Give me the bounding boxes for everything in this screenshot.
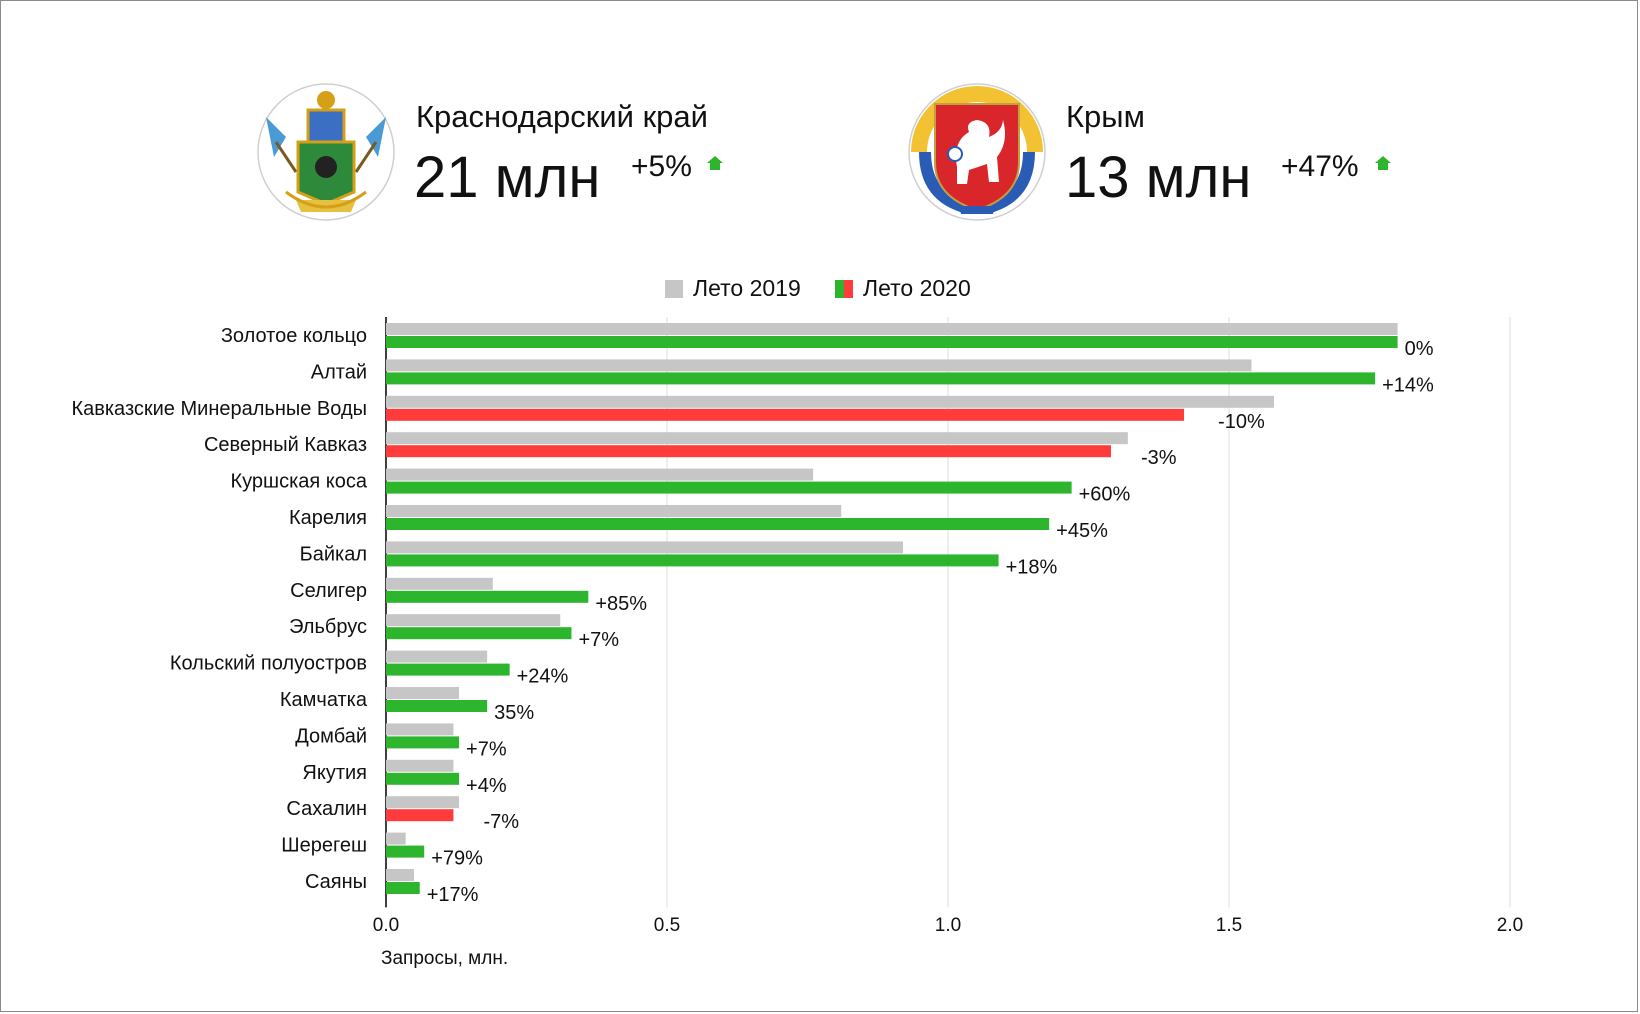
category-label: Северный Кавказ <box>204 434 367 456</box>
up-arrow-icon <box>1375 156 1391 170</box>
legend-swatch-2020 <box>835 280 853 298</box>
bar-2019 <box>386 468 814 481</box>
bar-2019 <box>386 432 1128 445</box>
bar-2019 <box>386 832 406 845</box>
category-label: Эльбрус <box>289 616 367 638</box>
bar-2019 <box>386 505 842 517</box>
x-tick-label: 1.5 <box>1216 915 1242 936</box>
bar-2019 <box>386 687 460 699</box>
category-label: Карелия <box>289 507 367 529</box>
bar-2020 <box>386 845 425 858</box>
category-label: Байкал <box>300 543 367 565</box>
change-label: -10% <box>1218 411 1265 433</box>
change-label: -7% <box>483 811 519 833</box>
bar-2020 <box>386 663 510 676</box>
category-label: Саяны <box>305 871 367 893</box>
bar-2019 <box>386 650 488 663</box>
x-axis-title: Запросы, млн. <box>381 948 509 969</box>
category-label: Камчатка <box>280 689 368 711</box>
bar-2019 <box>386 541 904 554</box>
region-change: +5% <box>631 150 692 183</box>
bar-2020 <box>386 882 420 894</box>
crimea-coat-of-arms-icon <box>908 83 1046 221</box>
category-label: Кавказские Минеральные Воды <box>71 398 367 420</box>
change-label: +7% <box>578 629 619 651</box>
change-label: +24% <box>517 666 569 688</box>
bar-2020 <box>386 554 999 567</box>
bar-2020 <box>386 336 1398 348</box>
bar-2020 <box>386 590 589 603</box>
bar-2019 <box>386 359 1252 372</box>
change-label: -3% <box>1141 447 1177 469</box>
category-label: Шерегеш <box>281 835 367 857</box>
legend-label-2019: Лето 2019 <box>693 275 801 301</box>
bar-2019 <box>386 614 561 627</box>
category-label: Домбай <box>295 725 367 747</box>
change-label: +45% <box>1056 520 1108 542</box>
region-value: 21 млн <box>414 145 601 210</box>
bar-2019 <box>386 577 493 590</box>
x-tick-label: 1.0 <box>935 915 961 936</box>
bar-2020 <box>386 518 1050 530</box>
change-label: 35% <box>494 702 534 724</box>
bar-2020 <box>386 372 1376 385</box>
legend-swatch-2019 <box>665 280 683 298</box>
legend-label-2020: Лето 2020 <box>863 275 971 301</box>
bar-2019 <box>386 759 454 772</box>
bar-2019 <box>386 323 1398 335</box>
bar-2019 <box>386 796 460 809</box>
category-label: Якутия <box>302 762 367 784</box>
bar-2020 <box>386 736 460 749</box>
change-label: +18% <box>1006 556 1058 578</box>
region-name: Крым <box>1066 99 1145 134</box>
up-arrow-icon <box>707 156 723 170</box>
category-label: Золотое кольцо <box>221 325 367 347</box>
bar-2020 <box>386 481 1072 494</box>
x-tick-label: 0.5 <box>654 915 680 936</box>
region-value: 13 млн <box>1065 145 1252 210</box>
change-label: +14% <box>1382 374 1434 396</box>
change-label: +4% <box>466 775 507 797</box>
krasnodar-coat-of-arms-icon <box>257 83 395 221</box>
bar-2019 <box>386 723 454 736</box>
x-tick-label: 0.0 <box>373 915 399 936</box>
bar-2020 <box>386 772 460 785</box>
region-name: Краснодарский край <box>416 99 708 134</box>
category-label: Сахалин <box>286 798 367 820</box>
change-label: 0% <box>1405 338 1434 360</box>
region-change: +47% <box>1281 150 1359 183</box>
category-label: Алтай <box>311 361 367 383</box>
change-label: +17% <box>427 884 479 906</box>
change-label: +85% <box>595 593 647 615</box>
change-label: +60% <box>1079 484 1131 506</box>
change-label: +79% <box>431 848 483 870</box>
bar-2020 <box>386 408 1185 421</box>
change-label: +7% <box>466 738 507 760</box>
category-label: Кольский полуостров <box>170 653 367 675</box>
bar-chart: 0.0 0.5 1.0 1.5 2.0 Золотое кольцо 0% Алтай +14%… <box>71 317 1523 936</box>
x-tick-label: 2.0 <box>1497 915 1523 936</box>
bar-2020 <box>386 627 572 640</box>
bar-2020 <box>386 809 454 822</box>
bar-2020 <box>386 700 488 712</box>
bar-2019 <box>386 395 1274 408</box>
bar-2019 <box>386 869 415 881</box>
bar-2020 <box>386 445 1111 458</box>
category-label: Куршская коса <box>230 471 367 493</box>
category-label: Селигер <box>290 580 367 602</box>
